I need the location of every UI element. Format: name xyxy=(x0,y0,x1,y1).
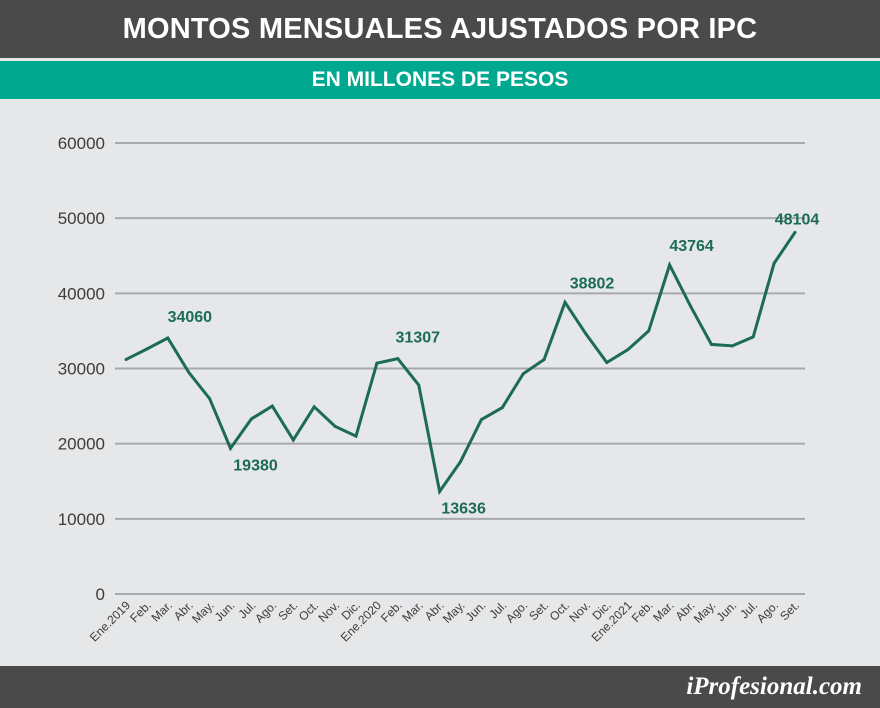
line-chart: 0100002000030000400005000060000Ene.2019F… xyxy=(58,134,820,644)
x-tick-label: Ene.2019 xyxy=(87,598,133,644)
y-tick-label: 20000 xyxy=(58,435,105,454)
data-point xyxy=(208,397,212,401)
data-point xyxy=(793,230,797,234)
data-point xyxy=(438,490,442,494)
x-tick-label: Nov. xyxy=(315,598,342,625)
data-point xyxy=(312,405,316,409)
data-point xyxy=(626,348,630,352)
data-point xyxy=(333,424,337,428)
y-tick-label: 40000 xyxy=(58,284,105,303)
x-tick-label: Mar. xyxy=(149,598,175,624)
data-point xyxy=(730,344,734,348)
x-tick-label: Mar. xyxy=(650,598,676,624)
data-point xyxy=(124,357,128,361)
x-tick-label: Feb. xyxy=(127,598,154,625)
chart-subtitle: EN MILLONES DE PESOS xyxy=(311,68,569,91)
data-point xyxy=(688,304,692,308)
data-point xyxy=(605,360,609,364)
x-tick-label: Mar. xyxy=(399,598,425,624)
y-tick-label: 0 xyxy=(96,585,105,604)
data-point xyxy=(375,361,379,365)
data-point xyxy=(479,418,483,422)
data-label: 31307 xyxy=(396,330,441,347)
x-tick-label: Ago. xyxy=(503,598,530,625)
data-label: 43764 xyxy=(669,238,714,255)
x-tick-label: Oct. xyxy=(547,598,572,623)
data-point xyxy=(500,406,504,410)
title-bar: MONTOS MENSUALES AJUSTADOS POR IPC xyxy=(0,0,880,58)
data-point xyxy=(647,329,651,333)
x-tick-label: Set. xyxy=(777,598,802,623)
data-point xyxy=(751,335,755,339)
brand-logo: iProfesional.com xyxy=(686,673,862,700)
x-tick-label: Jun. xyxy=(212,598,238,624)
data-point xyxy=(229,446,233,450)
data-point xyxy=(396,357,400,361)
x-tick-label: Feb. xyxy=(378,598,405,625)
x-tick-label: Ene.2021 xyxy=(589,598,635,644)
data-point xyxy=(542,357,546,361)
x-tick-label: Feb. xyxy=(629,598,656,625)
data-point xyxy=(166,336,170,340)
data-point xyxy=(668,263,672,267)
data-label: 19380 xyxy=(233,457,278,474)
subtitle-bar: EN MILLONES DE PESOS xyxy=(0,61,880,99)
y-tick-label: 60000 xyxy=(58,134,105,153)
y-tick-label: 30000 xyxy=(58,360,105,379)
chart-title: MONTOS MENSUALES AJUSTADOS POR IPC xyxy=(122,12,758,45)
x-tick-label: Set. xyxy=(275,598,300,623)
x-tick-label: Jun. xyxy=(713,598,739,624)
x-tick-label: Ago. xyxy=(754,598,781,625)
data-point xyxy=(563,300,567,304)
y-tick-label: 10000 xyxy=(58,510,105,529)
data-label: 48104 xyxy=(775,211,820,228)
x-tick-label: Ene.2020 xyxy=(338,598,384,644)
data-point xyxy=(584,332,588,336)
footer-bar: iProfesional.com xyxy=(0,666,880,708)
data-point xyxy=(459,460,462,464)
data-point xyxy=(270,404,274,408)
data-point xyxy=(249,417,253,421)
data-label: 38802 xyxy=(570,275,615,292)
x-tick-label: Jun. xyxy=(463,598,489,624)
series-line xyxy=(125,231,797,496)
data-point xyxy=(291,438,295,442)
data-point xyxy=(145,347,149,351)
data-point xyxy=(187,370,191,374)
x-tick-label: Oct. xyxy=(296,598,321,623)
data-point xyxy=(772,261,776,265)
data-point xyxy=(521,372,525,376)
data-point xyxy=(354,434,358,438)
data-point xyxy=(417,383,421,387)
y-tick-label: 50000 xyxy=(58,209,105,228)
x-tick-label: Set. xyxy=(526,598,551,623)
x-tick-label: Ago. xyxy=(252,598,279,625)
data-label: 34060 xyxy=(168,309,213,326)
data-label: 13636 xyxy=(441,501,486,518)
x-tick-label: Nov. xyxy=(566,598,593,625)
data-point xyxy=(709,342,713,346)
